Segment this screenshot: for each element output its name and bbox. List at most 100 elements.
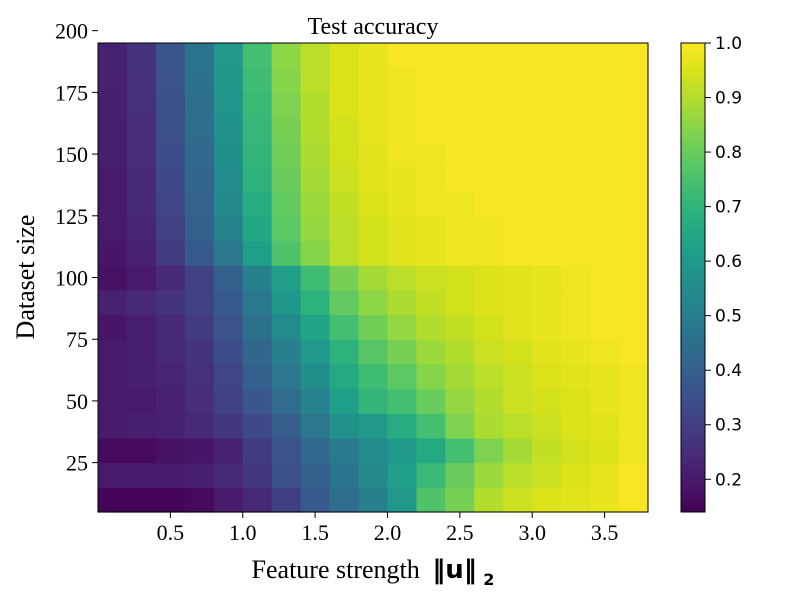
heatmap-cell bbox=[619, 166, 649, 192]
heatmap-cell bbox=[242, 215, 273, 242]
heatmap-cell bbox=[126, 487, 157, 513]
x-tick-label: 1.0 bbox=[229, 520, 257, 545]
heatmap-cell bbox=[474, 363, 504, 390]
heatmap-cell bbox=[155, 487, 186, 513]
heatmap-cell bbox=[213, 462, 244, 488]
heatmap-cell bbox=[619, 191, 649, 217]
heatmap-cell bbox=[242, 240, 273, 266]
x-axis-ticks: 0.5 1.0 1.5 2.0 2.5 3.0 3.5 bbox=[157, 512, 618, 545]
heatmap-cell bbox=[474, 413, 504, 439]
heatmap-cell bbox=[329, 462, 360, 488]
heatmap-cell bbox=[242, 289, 273, 316]
heatmap-cell bbox=[445, 265, 475, 291]
heatmap-cell bbox=[213, 67, 244, 93]
heatmap-cell bbox=[358, 191, 389, 217]
heatmap-cell bbox=[358, 462, 389, 488]
heatmap-cell bbox=[358, 215, 389, 242]
heatmap-cell bbox=[213, 43, 244, 69]
heatmap-cell bbox=[387, 289, 418, 316]
heatmap-cell bbox=[387, 240, 418, 266]
heatmap-cells bbox=[98, 43, 649, 513]
heatmap-cell bbox=[561, 67, 591, 93]
heatmap-cell bbox=[445, 413, 475, 439]
heatmap-cell bbox=[416, 314, 446, 340]
heatmap-cell bbox=[387, 215, 418, 242]
heatmap-cell bbox=[387, 67, 418, 93]
heatmap-cell bbox=[300, 314, 331, 340]
heatmap-cell bbox=[329, 240, 360, 266]
heatmap-cell bbox=[532, 215, 562, 242]
heatmap-cell bbox=[126, 437, 157, 464]
heatmap-cell bbox=[503, 388, 533, 414]
heatmap-cell bbox=[387, 437, 418, 464]
heatmap-cell bbox=[126, 413, 157, 439]
heatmap-cell bbox=[619, 265, 649, 291]
heatmap-cell bbox=[271, 191, 302, 217]
heatmap-cell bbox=[416, 339, 446, 365]
heatmap-cell bbox=[271, 289, 302, 316]
heatmap-cell bbox=[329, 215, 360, 242]
heatmap-cell bbox=[155, 67, 186, 93]
heatmap-cell bbox=[619, 314, 649, 340]
heatmap-cell bbox=[445, 363, 475, 390]
colorbar-tick-label: 0.9 bbox=[715, 89, 742, 109]
heatmap-cell bbox=[532, 141, 562, 168]
heatmap-cell bbox=[358, 240, 389, 266]
heatmap-cell bbox=[271, 339, 302, 365]
colorbar-ticks: 0.2 0.3 0.4 0.5 0.6 0.7 0.8 0.9 1.0 bbox=[705, 34, 742, 490]
heatmap-cell bbox=[445, 43, 475, 69]
heatmap-cell bbox=[619, 92, 649, 118]
heatmap-cell bbox=[184, 413, 215, 439]
heatmap-cell bbox=[98, 289, 128, 316]
heatmap-cell bbox=[358, 413, 389, 439]
y-tick-label: 200 bbox=[55, 19, 88, 44]
heatmap-cell bbox=[590, 437, 620, 464]
heatmap-cell bbox=[155, 265, 186, 291]
heatmap-cell bbox=[503, 141, 533, 168]
heatmap-cell bbox=[126, 117, 157, 143]
heatmap-cell bbox=[98, 437, 128, 464]
heatmap-cell bbox=[416, 191, 446, 217]
heatmap-cell bbox=[445, 67, 475, 93]
heatmap-cell bbox=[561, 166, 591, 192]
heatmap-cell bbox=[387, 314, 418, 340]
heatmap-cell bbox=[445, 240, 475, 266]
heatmap-cell bbox=[561, 117, 591, 143]
heatmap-cell bbox=[184, 437, 215, 464]
heatmap-cell bbox=[300, 43, 331, 69]
heatmap-cell bbox=[503, 289, 533, 316]
heatmap-cell bbox=[532, 314, 562, 340]
colorbar-tick-label: 0.8 bbox=[715, 143, 742, 163]
heatmap-cell bbox=[213, 363, 244, 390]
heatmap-cell bbox=[619, 437, 649, 464]
x-axis-label: Feature strength ‖u‖ 2 bbox=[252, 555, 495, 589]
heatmap-cell bbox=[329, 388, 360, 414]
heatmap-cell bbox=[300, 67, 331, 93]
heatmap-cell bbox=[503, 462, 533, 488]
heatmap-cell bbox=[532, 487, 562, 513]
heatmap-cell bbox=[387, 339, 418, 365]
heatmap-cell bbox=[590, 67, 620, 93]
heatmap-cell bbox=[474, 314, 504, 340]
heatmap-cell bbox=[300, 240, 331, 266]
heatmap-cell bbox=[358, 67, 389, 93]
heatmap-cell bbox=[98, 92, 128, 118]
heatmap-cell bbox=[590, 363, 620, 390]
y-tick-label: 25 bbox=[66, 451, 88, 476]
heatmap-cell bbox=[474, 265, 504, 291]
heatmap-cell bbox=[155, 363, 186, 390]
heatmap-cell bbox=[98, 166, 128, 192]
heatmap-cell bbox=[155, 413, 186, 439]
heatmap-cell bbox=[329, 289, 360, 316]
heatmap-cell bbox=[126, 166, 157, 192]
heatmap-cell bbox=[358, 265, 389, 291]
heatmap-cell bbox=[561, 413, 591, 439]
heatmap-cell bbox=[532, 67, 562, 93]
heatmap-cell bbox=[242, 388, 273, 414]
heatmap-cell bbox=[213, 265, 244, 291]
heatmap-cell bbox=[590, 92, 620, 118]
heatmap-cell bbox=[503, 437, 533, 464]
heatmap-cell bbox=[184, 462, 215, 488]
heatmap-cell bbox=[561, 437, 591, 464]
heatmap-cell bbox=[590, 141, 620, 168]
